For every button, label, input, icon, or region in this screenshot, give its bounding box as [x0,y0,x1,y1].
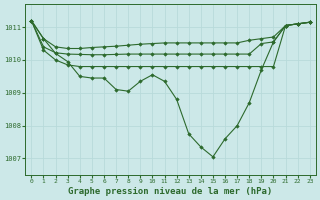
X-axis label: Graphe pression niveau de la mer (hPa): Graphe pression niveau de la mer (hPa) [68,187,273,196]
